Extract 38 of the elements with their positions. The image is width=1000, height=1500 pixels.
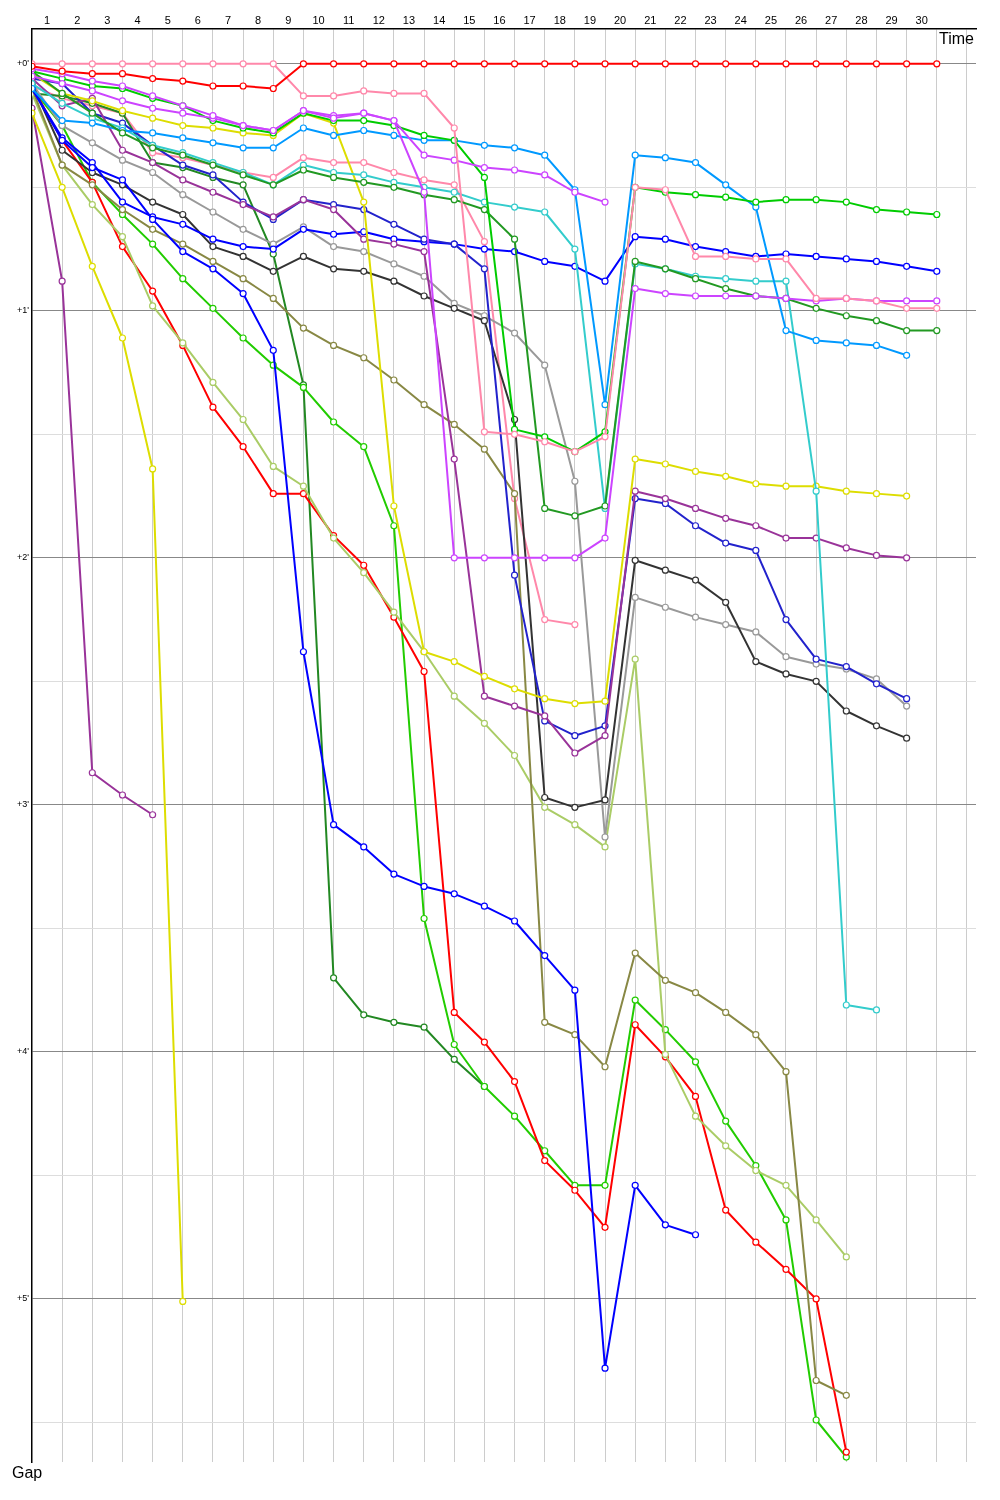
- x-tick-label: 17: [523, 13, 536, 26]
- x-tick-label: 25: [764, 13, 778, 26]
- x-tick-label: 19: [583, 13, 597, 26]
- x-tick-label: 27: [825, 13, 838, 26]
- y-tick-label: +2': [17, 552, 30, 563]
- x-tick-label: 10: [312, 13, 325, 26]
- x-tick-label: 18: [553, 13, 566, 26]
- y-tick-label: +3': [17, 799, 30, 810]
- x-tick-label: 28: [855, 13, 868, 26]
- x-tick-label: 16: [493, 13, 506, 26]
- x-tick-label: 26: [794, 13, 808, 26]
- x-tick-label: 8: [255, 13, 262, 26]
- x-tick-label: 15: [463, 13, 476, 26]
- x-tick-label: 6: [194, 13, 201, 26]
- x-tick-label: 23: [704, 13, 717, 26]
- x-tick-label: 1: [44, 13, 51, 26]
- x-tick-label: 11: [342, 13, 355, 26]
- y-tick-label: +1': [17, 305, 30, 316]
- x-tick-label: 20: [613, 13, 627, 26]
- x-tick-label: 12: [372, 13, 385, 26]
- x-axis-title: Time: [939, 29, 975, 47]
- y-tick-label: +4': [17, 1046, 30, 1057]
- x-tick-label: 7: [224, 13, 232, 26]
- x-tick-label: 22: [674, 13, 687, 26]
- y-axis-title: Gap: [11, 1464, 43, 1482]
- y-tick-label: +0': [17, 58, 30, 69]
- y-tick-label: +5': [17, 1293, 30, 1304]
- x-tick-label: 24: [734, 13, 747, 26]
- x-tick-label: 13: [402, 13, 416, 26]
- x-tick-label: 3: [104, 13, 111, 26]
- x-tick-label: 9: [285, 13, 292, 26]
- x-tick-label: 30: [915, 13, 928, 26]
- x-tick-label: 21: [644, 13, 657, 26]
- x-tick-label: 14: [433, 13, 446, 26]
- x-tick-label: 5: [164, 13, 171, 26]
- x-tick-label: 4: [134, 13, 141, 26]
- x-tick-label: 2: [74, 13, 81, 26]
- x-tick-label: 29: [885, 13, 898, 26]
